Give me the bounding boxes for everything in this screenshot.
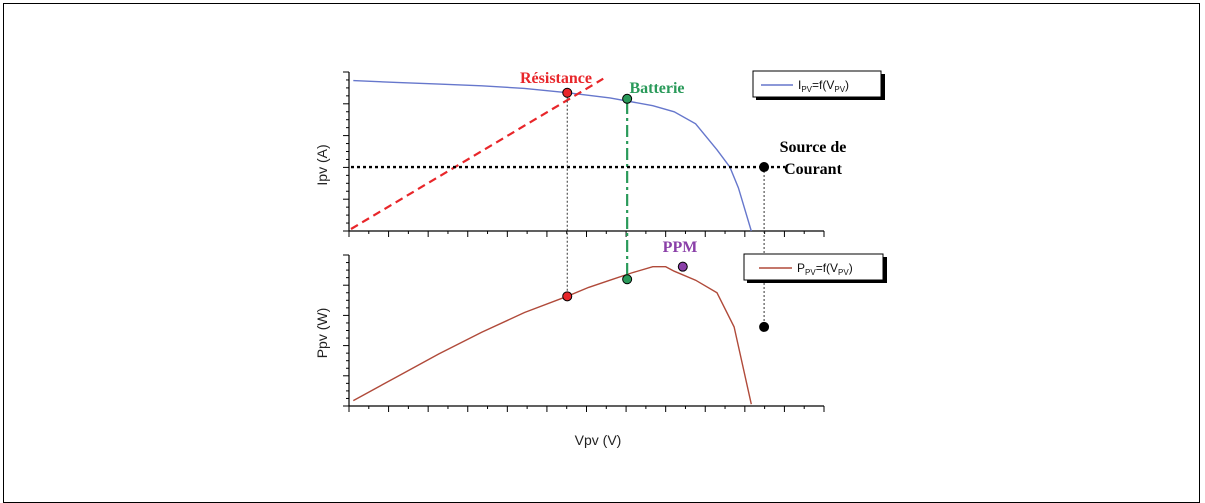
legend-current: IPV=f(VPV) <box>752 70 885 100</box>
legend-power-text: PPV=f(VPV) <box>797 261 853 277</box>
current-panel <box>343 71 825 237</box>
source-label-line2: Courant <box>784 161 842 178</box>
source-point-power <box>759 321 770 332</box>
operating-points-overlay <box>350 77 785 332</box>
y-axis-label-power: Ppv (W) <box>314 308 330 359</box>
resistance-load-line <box>350 77 604 230</box>
resistance-label: Résistance <box>520 70 592 87</box>
batterie-point-current <box>622 93 633 104</box>
current-curve <box>353 79 752 232</box>
source-point-current <box>759 162 770 173</box>
batterie-point-power <box>622 274 633 285</box>
resistance-point-current <box>562 87 573 98</box>
ppm-point <box>677 261 688 272</box>
batterie-label: Batterie <box>629 80 684 97</box>
resistance-point-power <box>562 291 573 302</box>
legend-current-text: IPV=f(VPV) <box>798 78 849 94</box>
y-axis-label-current: Ipv (A) <box>314 144 330 185</box>
legend-power: PPV=f(VPV) <box>743 253 887 283</box>
power-curve <box>352 266 752 405</box>
x-axis-label: Vpv (V) <box>575 432 622 448</box>
source-label-line1: Source de <box>780 139 847 156</box>
power-panel <box>343 254 825 412</box>
ppm-label: PPM <box>663 239 698 256</box>
